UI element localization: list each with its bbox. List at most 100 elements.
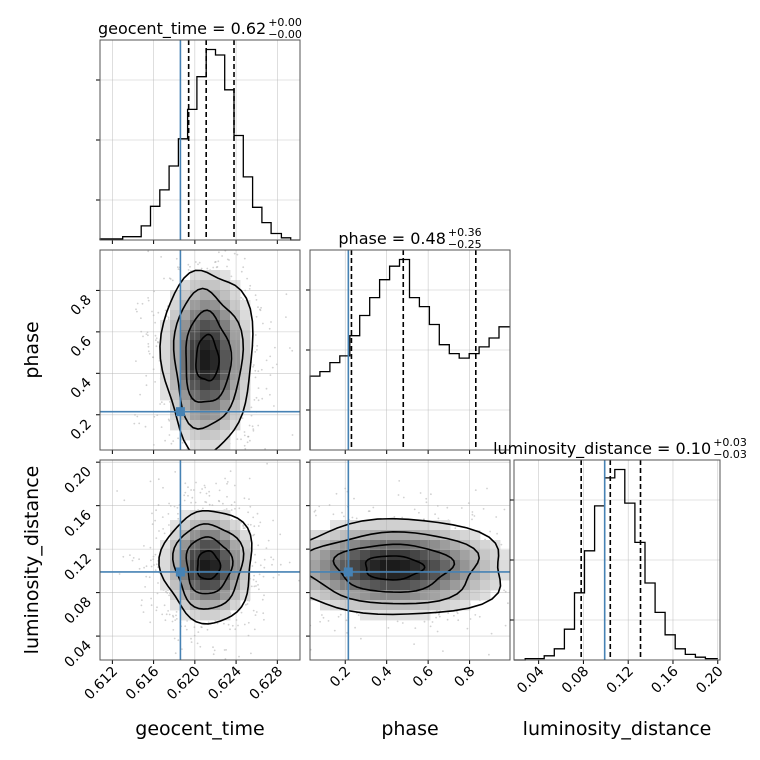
sample-point xyxy=(437,517,440,520)
sample-point xyxy=(157,311,160,314)
sample-point xyxy=(273,405,275,407)
sample-point xyxy=(351,516,354,519)
sample-point xyxy=(157,582,159,584)
histogram-luminosity_distance xyxy=(514,468,718,661)
contours xyxy=(158,510,253,625)
sample-point xyxy=(155,537,158,539)
sample-point xyxy=(257,544,260,547)
density-cell xyxy=(350,600,361,611)
sample-point xyxy=(272,576,275,579)
density-cell xyxy=(210,330,221,341)
density-cell xyxy=(200,340,211,351)
density-cell xyxy=(170,420,181,431)
density-cell xyxy=(230,570,241,581)
density-cell xyxy=(230,300,241,311)
density-cell xyxy=(200,350,211,361)
density-cell xyxy=(230,410,241,421)
density-cell xyxy=(240,370,251,381)
histogram-geocent_time xyxy=(99,48,300,241)
density-cell xyxy=(170,600,181,611)
sample-point xyxy=(198,261,201,264)
density-cell xyxy=(450,570,461,581)
density-cell xyxy=(180,340,191,351)
sample-point xyxy=(133,422,136,425)
x-tick-label: 0.8 xyxy=(451,664,478,691)
sample-point xyxy=(159,403,162,405)
density-cell xyxy=(350,530,361,541)
sample-point xyxy=(154,519,157,522)
sample-point xyxy=(466,627,469,630)
density-cell xyxy=(160,540,171,551)
sample-point xyxy=(163,403,166,405)
sample-point xyxy=(242,525,245,528)
density-cell xyxy=(470,570,481,581)
density-cell xyxy=(220,560,231,571)
density-cell xyxy=(390,560,401,571)
sample-point xyxy=(251,565,254,567)
sample-point xyxy=(262,575,265,578)
density-cell xyxy=(210,560,221,571)
sample-point xyxy=(419,492,422,494)
sample-point xyxy=(216,622,219,625)
density-cell xyxy=(440,600,451,611)
density-cell xyxy=(230,320,241,331)
sample-point xyxy=(490,632,493,635)
sample-point xyxy=(205,492,208,495)
sample-point xyxy=(155,609,158,612)
density-cell xyxy=(450,560,461,571)
sample-point xyxy=(496,532,498,535)
density-cell xyxy=(240,340,251,351)
density-cell xyxy=(480,590,491,601)
sample-point xyxy=(413,508,416,511)
sample-point xyxy=(173,637,176,640)
density-cell xyxy=(370,530,381,541)
sample-point xyxy=(372,506,375,509)
sample-point xyxy=(322,616,325,619)
density-cell xyxy=(330,600,341,611)
sample-point xyxy=(242,527,245,530)
sample-point xyxy=(243,623,246,626)
sample-point xyxy=(207,621,210,624)
density-cell xyxy=(420,610,431,621)
sample-point xyxy=(177,639,180,642)
density-cell xyxy=(320,590,331,601)
truth-marker xyxy=(175,567,185,577)
density-cell xyxy=(460,550,471,561)
density-cell xyxy=(210,310,221,321)
sample-point xyxy=(154,381,157,383)
sample-point xyxy=(247,435,249,438)
sample-point xyxy=(155,337,158,340)
sample-point xyxy=(165,590,167,593)
density-cell xyxy=(460,540,471,551)
sample-point xyxy=(163,604,166,607)
sample-point xyxy=(242,266,245,269)
density-cell xyxy=(360,610,371,621)
sample-point xyxy=(231,624,234,627)
sample-point xyxy=(192,489,195,491)
sample-point xyxy=(217,499,220,502)
density-cell xyxy=(160,370,171,381)
sample-point xyxy=(243,431,246,433)
density-cell xyxy=(480,560,491,571)
density-cell xyxy=(160,360,171,371)
density-cell xyxy=(400,590,411,601)
sample-point xyxy=(456,612,459,615)
sample-point xyxy=(171,279,174,282)
density-cell xyxy=(330,550,341,561)
sample-point xyxy=(247,511,250,514)
density-cell xyxy=(190,380,201,391)
density-cell xyxy=(430,580,441,591)
density-cell xyxy=(350,520,361,531)
density-cell xyxy=(370,550,381,561)
x-tick-label: 0.12 xyxy=(604,664,637,697)
density-cell xyxy=(180,320,191,331)
sample-point xyxy=(274,346,276,349)
sample-point xyxy=(175,618,178,620)
sample-point xyxy=(194,261,197,263)
sample-point xyxy=(169,278,172,280)
sample-point xyxy=(174,471,177,473)
sample-point xyxy=(260,368,263,371)
density-cell xyxy=(220,580,231,591)
sample-point xyxy=(215,482,218,485)
density-cell xyxy=(490,560,501,571)
